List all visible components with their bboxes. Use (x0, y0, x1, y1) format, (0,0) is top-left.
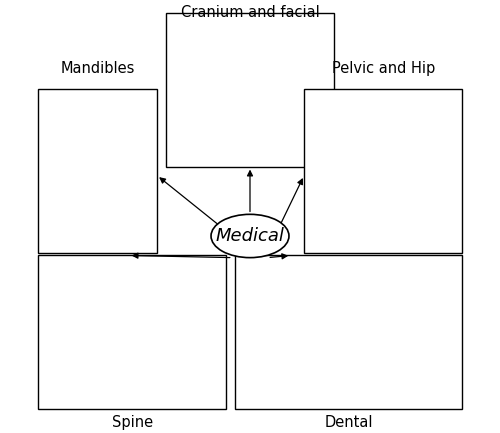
Text: Medical: Medical (216, 227, 284, 245)
Text: Pelvic and Hip: Pelvic and Hip (332, 61, 435, 76)
Bar (38, 255, 226, 409)
Text: Cranium and facial: Cranium and facial (180, 5, 320, 20)
Bar (235, 255, 462, 409)
Text: Mandibles: Mandibles (60, 61, 135, 76)
Ellipse shape (211, 214, 289, 258)
Text: Dental: Dental (324, 415, 373, 430)
Bar (304, 89, 462, 253)
Text: Spine: Spine (112, 415, 153, 430)
Bar (166, 13, 334, 167)
Bar (38, 89, 157, 253)
